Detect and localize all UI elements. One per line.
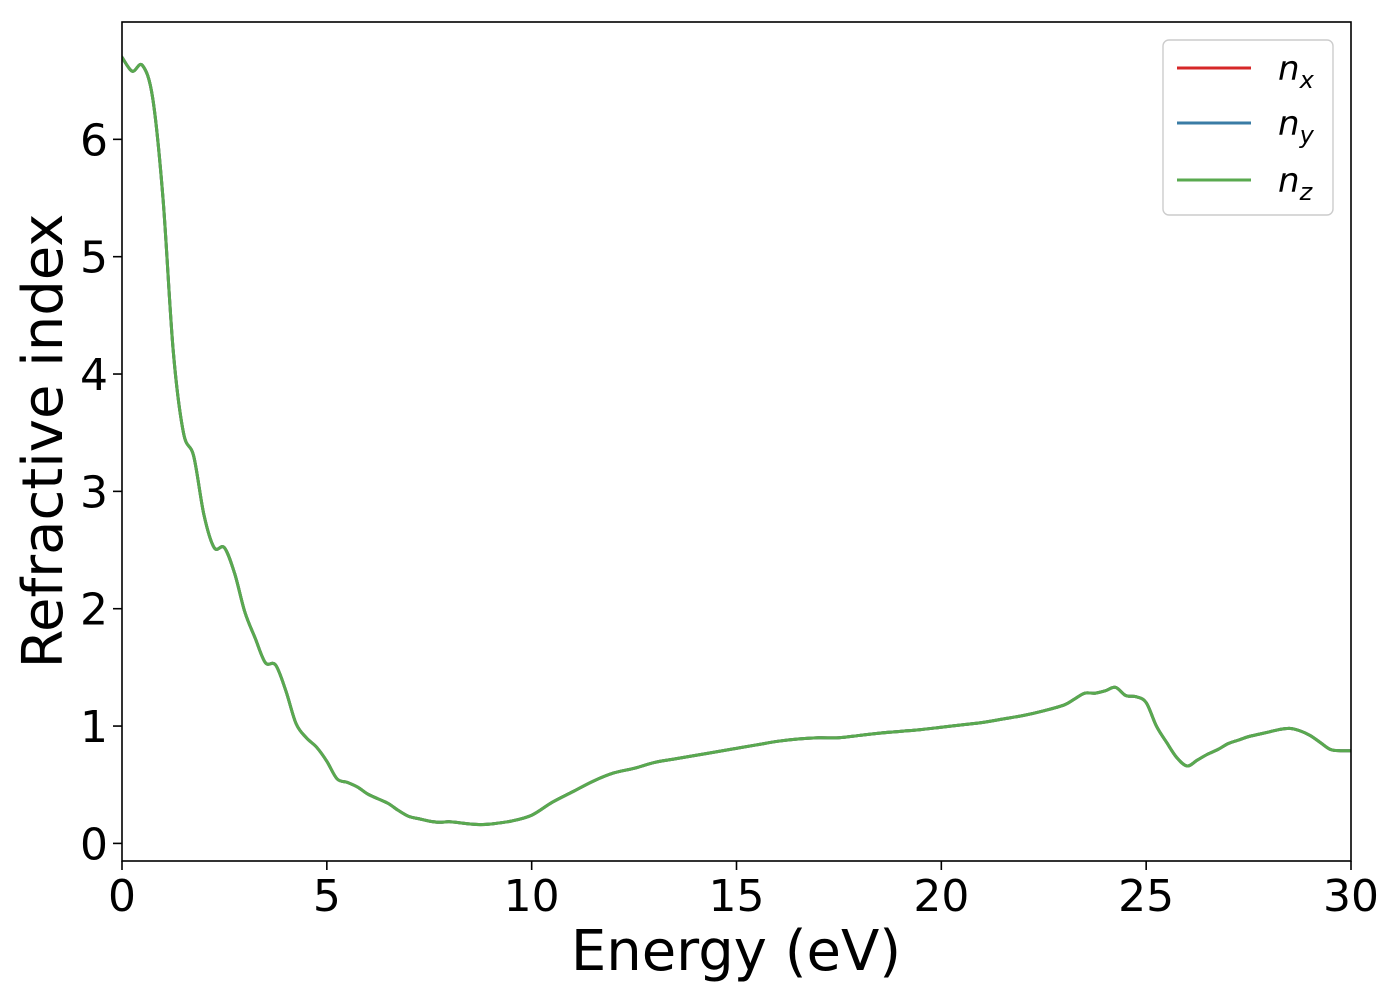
legend-label-subscript: x — [1299, 66, 1315, 94]
legend-label-y: ny — [1278, 104, 1315, 149]
legend-label-base: n — [1278, 49, 1300, 89]
x-tick-label: 5 — [313, 871, 341, 922]
y-axis-ticks: 0 1 2 3 4 5 6 — [80, 115, 122, 870]
legend-label-subscript: y — [1299, 121, 1315, 149]
x-tick-label: 25 — [1118, 871, 1174, 922]
y-tick-label: 3 — [80, 467, 108, 518]
y-tick-label: 5 — [80, 233, 108, 284]
y-tick-label: 2 — [80, 585, 108, 636]
x-tick-label: 30 — [1323, 871, 1379, 922]
x-tick-label: 20 — [913, 871, 969, 922]
x-axis-label: Energy (eV) — [571, 919, 901, 984]
y-tick-label: 4 — [80, 350, 108, 401]
legend-label-base: n — [1278, 104, 1300, 144]
y-tick-label: 6 — [80, 115, 108, 166]
legend-label-x: nx — [1278, 49, 1315, 94]
x-tick-label: 0 — [108, 871, 136, 922]
legend-label-subscript: z — [1299, 178, 1314, 206]
legend-label-z: nz — [1278, 161, 1314, 206]
series-line-z — [122, 55, 1351, 827]
y-tick-label: 0 — [80, 819, 108, 870]
x-tick-label: 10 — [504, 871, 560, 922]
legend-label-base: n — [1278, 161, 1300, 201]
x-axis-ticks: 0 5 10 15 20 25 30 — [108, 861, 1379, 922]
y-tick-label: 1 — [80, 702, 108, 753]
series-layer — [122, 55, 1351, 827]
y-axis-label: Refractive index — [11, 214, 76, 669]
legend-box — [1162, 39, 1334, 216]
x-tick-label: 15 — [709, 871, 765, 922]
